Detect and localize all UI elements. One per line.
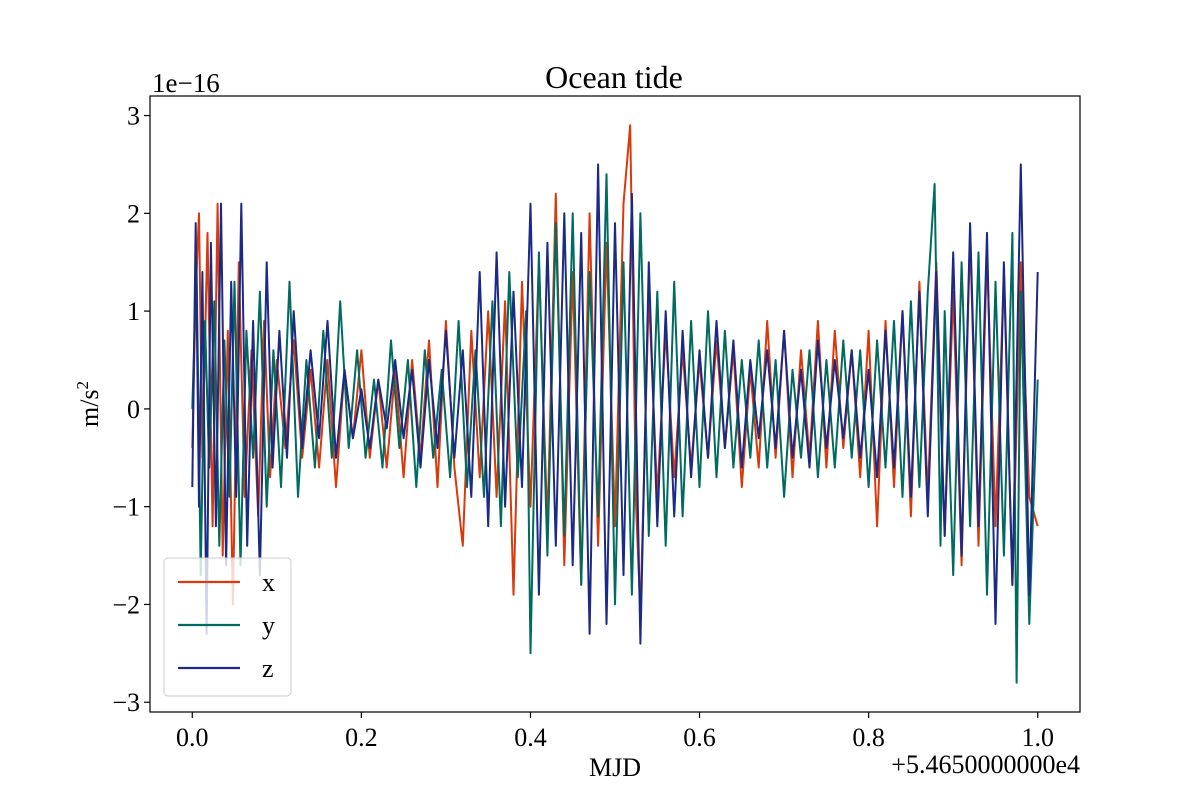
- y-tick-label: −1: [112, 493, 140, 522]
- series-line-y: [191, 173, 1039, 684]
- x-offset-text: +5.4650000000e4: [891, 750, 1080, 779]
- y-tick-label: 3: [127, 102, 140, 131]
- series-layer: [191, 124, 1039, 684]
- legend-box: [163, 557, 292, 697]
- plot-frame: [149, 95, 1081, 713]
- y-axis-label: m/s2: [73, 381, 104, 427]
- x-tick-label: 0.0: [176, 723, 209, 752]
- y-tick-label: 1: [127, 297, 140, 326]
- x-tick-label: 0.6: [683, 723, 716, 752]
- y-tick-label: 0: [127, 395, 140, 424]
- y-axis: −3 −2 −1 0 1 2 3: [112, 102, 150, 717]
- chart-title: Ocean tide: [545, 59, 683, 95]
- x-tick-label: 1.0: [1021, 723, 1054, 752]
- legend-label-z: z: [262, 654, 274, 683]
- x-tick-label: 0.2: [345, 723, 378, 752]
- legend-label-y: y: [262, 611, 275, 640]
- y-axis-label-base: m/s: [75, 389, 104, 427]
- series-line-z: [191, 163, 1039, 645]
- legend: xyz: [163, 557, 292, 697]
- y-scale-text: 1e−16: [152, 68, 220, 98]
- y-axis-label-exponent: 2: [73, 381, 92, 390]
- y-tick-label: −2: [112, 590, 140, 619]
- x-axis: 0.0 0.2 0.4 0.6 0.8 1.0: [176, 712, 1054, 752]
- series-line-x: [191, 124, 1039, 616]
- y-tick-label: −3: [112, 688, 140, 717]
- y-tick-label: 2: [127, 199, 140, 228]
- x-tick-label: 0.8: [852, 723, 885, 752]
- x-tick-label: 0.4: [514, 723, 547, 752]
- legend-label-x: x: [262, 568, 275, 597]
- x-axis-label: MJD: [589, 753, 641, 782]
